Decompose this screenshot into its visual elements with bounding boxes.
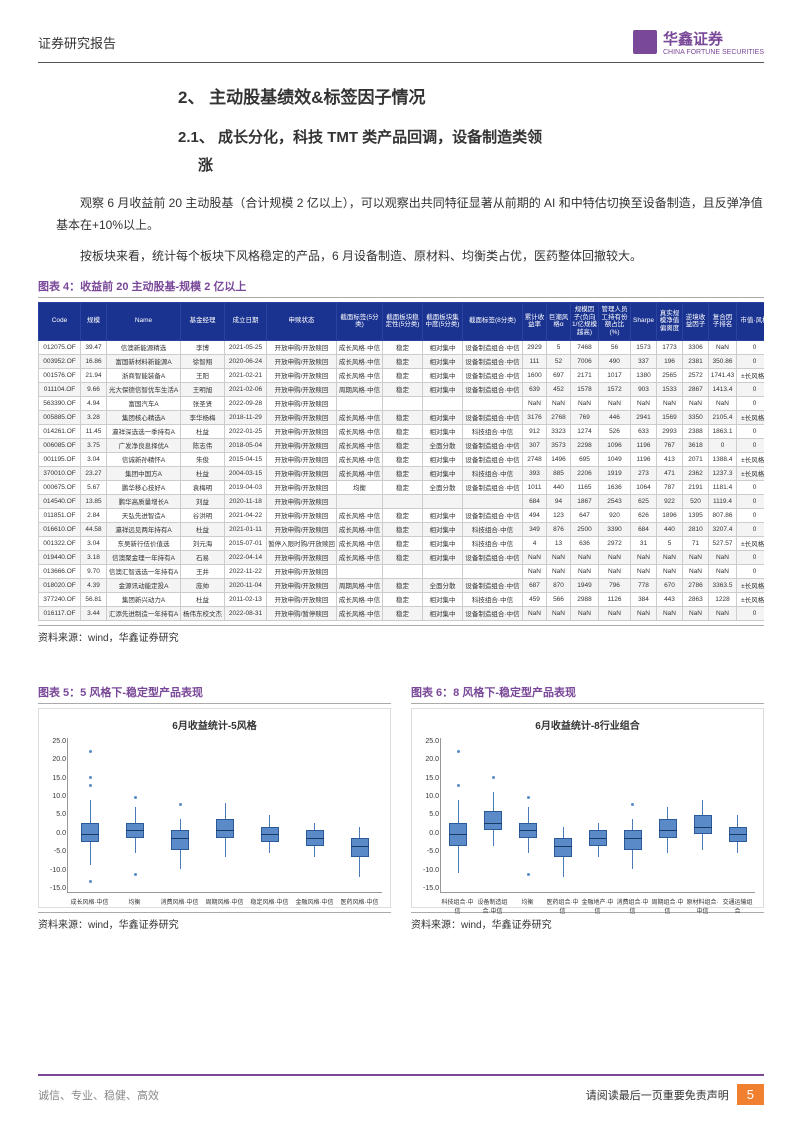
company-name: 华鑫证券 — [663, 28, 764, 49]
table-row: 014540.OF13.85鹏华高质量增长A刘益2020-11-18开放申购/开… — [39, 494, 765, 508]
page-header: 证券研究报告 华鑫证券 CHINA FORTUNE SECURITIES — [38, 28, 764, 63]
table-label: 图表 4：收益前 20 主动股基-规模 2 亿以上 — [38, 278, 764, 298]
chart6-title: 6月收益统计-8行业组合 — [420, 717, 755, 732]
table-header: 管理人员工持有份额占比(%) — [599, 302, 631, 340]
chart-6: 图表 6：8 风格下-稳定型产品表现 6月收益统计-8行业组合 25.020.0… — [411, 684, 764, 931]
table-header: 成立日期 — [225, 302, 267, 340]
subsection-title-cont: 涨 — [198, 154, 764, 175]
table-header: 规模因子(负向1/亿规模越高) — [571, 302, 599, 340]
report-type: 证券研究报告 — [38, 33, 116, 52]
table-header: 截面标签(5分类) — [337, 302, 383, 340]
table-header: 真实规模净值偏离度 — [657, 302, 683, 340]
main-table: Code规模Name基金经理成立日期申赎状态截面标签(5分类)截面板块稳定性(5… — [38, 302, 764, 621]
table-header: 巨潮风格α — [547, 302, 571, 340]
table-row: 006085.OF3.75广发净良息择优A陈志伟2018-05-04开放申购/开… — [39, 438, 765, 452]
table-row: 016610.OF44.58瀛祥远见两年持有A杜益2021-01-11开放申购/… — [39, 522, 765, 536]
table-row: 012075.OF39.47信澳新能源精选李博2021-05-25开放申购/开放… — [39, 340, 765, 354]
page-footer: 诚信、专业、稳健、高效 请阅读最后一页重要免责声明 5 — [38, 1074, 764, 1105]
footer-motto: 诚信、专业、稳健、高效 — [38, 1087, 159, 1103]
table-header: Name — [107, 302, 181, 340]
table-row: 013666.OF9.70信澳汇智选选一年持有A王井2022-11-22开放申购… — [39, 564, 765, 578]
table-row: 377240.OF56.81集团新兴动力A杜益2011-02-13开放申购/开放… — [39, 592, 765, 606]
chart5-title: 6月收益统计-5风格 — [47, 717, 382, 732]
table-row: 005885.OF3.28集团核心精选A李华杨梅2018-11-29开放申购/开… — [39, 410, 765, 424]
page-number: 5 — [737, 1084, 764, 1105]
table-row: 014261.OF11.45瀛祥深选选一季持有A杜益2022-01-25开放申购… — [39, 424, 765, 438]
table-header: 市值·风格 — [737, 302, 765, 340]
table-header: 截面标签(8分类) — [463, 302, 523, 340]
company-branding: 华鑫证券 CHINA FORTUNE SECURITIES — [633, 28, 764, 56]
table-header: 累计收益率 — [523, 302, 547, 340]
logo-icon — [633, 30, 657, 54]
table-row: 018020.OF4.39金源讯动能定投A庞帅2020-11-04开放申购/开放… — [39, 578, 765, 592]
table-header: 截面板块集中度(5分类) — [423, 302, 463, 340]
table-header: 复合因子排名 — [709, 302, 737, 340]
table-row: 011851.OF2.84天弘先进智造A谷洪明2021-04-22开放申购/开放… — [39, 508, 765, 522]
table-row: 563390.OF4.94富国汽车A张圣贤2022-09-28开放申购/开放赎回… — [39, 396, 765, 410]
table-header: 逆境收益因子 — [683, 302, 709, 340]
table-header: Sharpe — [631, 302, 657, 340]
disclaimer-text: 请阅读最后一页重要免责声明 — [586, 1087, 729, 1103]
subsection-title: 2.1、 成长分化，科技 TMT 类产品回调，设备制造类领 — [178, 126, 764, 150]
table-source: 资料来源：wind，华鑫证券研究 — [38, 625, 764, 644]
table-row: 019440.OF3.18信澳聚金理一年持有A石易2022-04-14开放申购/… — [39, 550, 765, 564]
chart6-label: 图表 6：8 风格下-稳定型产品表现 — [411, 684, 764, 704]
table-row: 000675.OF5.67鹏华移心技好A袁梅明2019-04-03开放申购/开放… — [39, 480, 765, 494]
table-row: 001322.OF3.04东吴新行伍价值选刘元海2015-07-01暂停入限时购… — [39, 536, 765, 550]
chart-5: 图表 5：5 风格下-稳定型产品表现 6月收益统计-5风格 25.020.015… — [38, 684, 391, 931]
company-name-en: CHINA FORTUNE SECURITIES — [663, 49, 764, 56]
table-header: 截面板块稳定性(5分类) — [383, 302, 423, 340]
table-row: 001576.OF21.94浙商智能装备A王阳2021-02-21开放申购/开放… — [39, 368, 765, 382]
body-paragraph-1: 观察 6 月收益前 20 主动股基（合计规模 2 亿以上），可以观察出共同特征显… — [56, 193, 764, 236]
table-row: 011104.OF9.66光大保德信智优车生活A王明旭2021-02-06开放申… — [39, 382, 765, 396]
chart5-source: 资料来源：wind，华鑫证券研究 — [38, 912, 391, 931]
body-paragraph-2: 按板块来看，统计每个板块下风格稳定的产品，6 月设备制造、原材料、均衡类占优，医… — [56, 246, 764, 268]
table-header: Code — [39, 302, 81, 340]
table-row: 003952.OF16.86富国新材料新能源A徐智翔2020-06-24开放申购… — [39, 354, 765, 368]
section-title: 2、 主动股基绩效&标签因子情况 — [178, 83, 764, 108]
table-header: 规模 — [81, 302, 107, 340]
table-row: 370010.OF23.27集团中国方A杜益2004-03-15开放申购/开放赎… — [39, 466, 765, 480]
table-row: 001195.OF3.04信诚新孙精怀A朱俊2015-04-15开放申购/开放赎… — [39, 452, 765, 466]
table-header: 申赎状态 — [267, 302, 337, 340]
table-header: 基金经理 — [181, 302, 225, 340]
chart5-label: 图表 5：5 风格下-稳定型产品表现 — [38, 684, 391, 704]
table-row: 016117.OF3.44汇添先进制造一年持有A杨伟东校文杰2022-08-31… — [39, 606, 765, 620]
